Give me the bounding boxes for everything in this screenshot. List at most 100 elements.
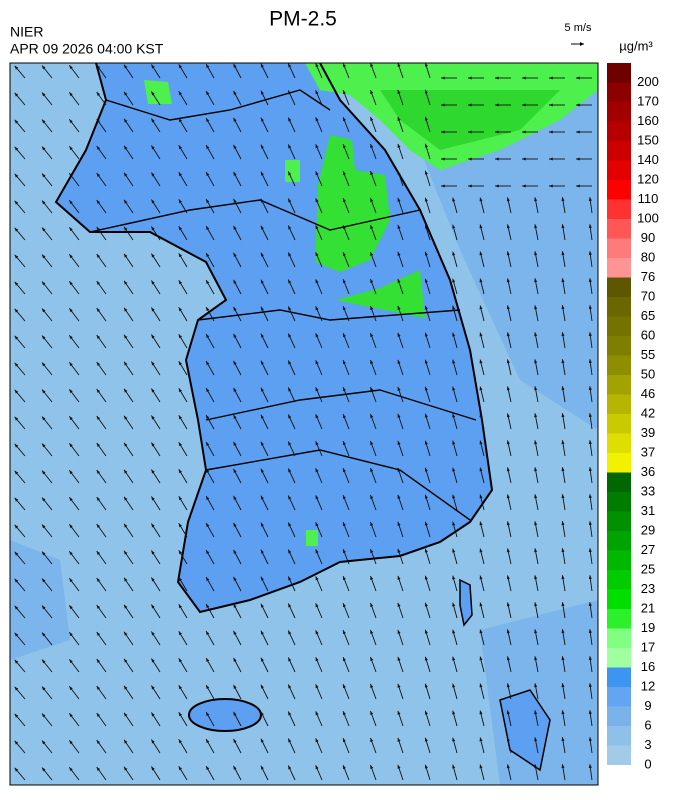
wind-arrow: [315, 765, 323, 781]
arrow-head: [288, 657, 292, 662]
wind-arrow: [151, 145, 161, 160]
arrow-head: [479, 602, 483, 607]
arrow-head: [96, 497, 101, 501]
arrow-head: [124, 64, 128, 69]
arrow-head: [96, 92, 101, 96]
arrow-head: [260, 738, 264, 743]
arrow-head: [288, 144, 292, 149]
wind-arrow: [506, 629, 512, 646]
colorbar-segment: [607, 414, 631, 434]
arrow-head: [479, 440, 483, 445]
wind-arrow: [178, 766, 188, 781]
arrow-head: [342, 495, 346, 500]
wind-arrow: [397, 305, 404, 322]
wind-arrow: [123, 172, 134, 187]
arrow-head: [588, 548, 592, 553]
arrow-head: [69, 578, 73, 583]
arrow-head: [534, 440, 538, 445]
wind-arrow: [287, 603, 296, 619]
arrow-head: [69, 767, 73, 772]
arrow-head: [233, 171, 237, 176]
wind-arrow: [397, 683, 404, 700]
arrow-head: [14, 686, 19, 691]
arrow-head: [96, 146, 101, 150]
wind-arrow: [370, 386, 377, 403]
wind-arrow: [424, 737, 431, 754]
wind-arrow: [424, 305, 431, 322]
arrow-head: [534, 683, 538, 688]
wind-arrow: [178, 631, 188, 646]
wind-arrow: [205, 306, 215, 322]
arrow-head: [124, 118, 128, 123]
wind-arrow: [41, 767, 53, 781]
arrow-head: [14, 200, 19, 205]
arrow-head: [397, 737, 401, 742]
arrow-head: [397, 89, 401, 94]
arrow-head: [288, 333, 292, 338]
arrow-head: [233, 117, 237, 122]
wind-arrow: [561, 224, 566, 241]
arrow-head: [14, 362, 19, 367]
wind-arrow: [233, 306, 242, 322]
wind-arrow: [441, 184, 457, 188]
colorbar-label: 65: [641, 308, 655, 323]
arrow-head: [424, 602, 428, 607]
wind-arrow: [14, 578, 26, 592]
wind-arrow: [287, 144, 296, 160]
arrow-head: [342, 306, 346, 311]
wind-arrow: [96, 388, 107, 403]
wind-arrow: [68, 64, 80, 79]
arrow-head: [315, 468, 319, 473]
wind-arrow: [260, 765, 269, 781]
wind-arrow: [151, 199, 161, 214]
arrow-head: [506, 737, 510, 742]
arrow-head: [124, 442, 128, 447]
wind-arrow: [41, 686, 53, 700]
wind-arrow: [397, 764, 404, 781]
wind-arrow: [588, 386, 593, 403]
arrow-head: [69, 686, 73, 691]
arrow-head: [506, 197, 510, 202]
wind-arrow: [452, 548, 458, 565]
arrow-head: [178, 442, 182, 447]
wind-arrow: [260, 522, 269, 538]
arrow-head: [397, 440, 401, 445]
wind-arrow: [397, 332, 404, 349]
arrow-head: [342, 333, 346, 338]
arrow-head: [397, 575, 401, 580]
arrow-head: [315, 414, 319, 419]
arrow-head: [576, 184, 580, 188]
arrow-head: [69, 308, 73, 313]
wind-arrow: [506, 278, 512, 295]
arrow-head: [452, 197, 456, 202]
wind-arrow: [522, 130, 538, 134]
colorbar-label: 200: [637, 74, 659, 89]
arrow-head: [41, 713, 46, 718]
wind-arrow: [534, 359, 539, 376]
wind-arrow: [424, 629, 431, 646]
arrow-head: [124, 361, 128, 366]
arrow-head: [315, 765, 319, 770]
wind-arrow: [233, 549, 242, 565]
arrow-head: [576, 103, 580, 107]
arrow-head: [69, 632, 73, 637]
arrow-head: [588, 602, 592, 607]
arrow-head: [151, 334, 155, 339]
arrow-head: [342, 441, 346, 446]
wind-arrow: [315, 225, 323, 241]
arrow-head: [441, 103, 445, 107]
wind-arrow: [233, 63, 242, 79]
arrow-head: [397, 197, 401, 202]
wind-arrow: [68, 631, 80, 646]
arrow-head: [424, 683, 428, 688]
wind-arrow: [14, 605, 26, 619]
wind-arrow: [151, 172, 161, 187]
wind-arrow: [233, 522, 242, 538]
arrow-head: [206, 415, 210, 420]
arrow-head: [495, 103, 499, 107]
wind-arrow: [151, 226, 161, 241]
wind-arrow: [479, 305, 485, 322]
colorbar-segment: [607, 706, 631, 726]
arrow-head: [370, 143, 374, 148]
wind-arrow: [96, 523, 107, 538]
